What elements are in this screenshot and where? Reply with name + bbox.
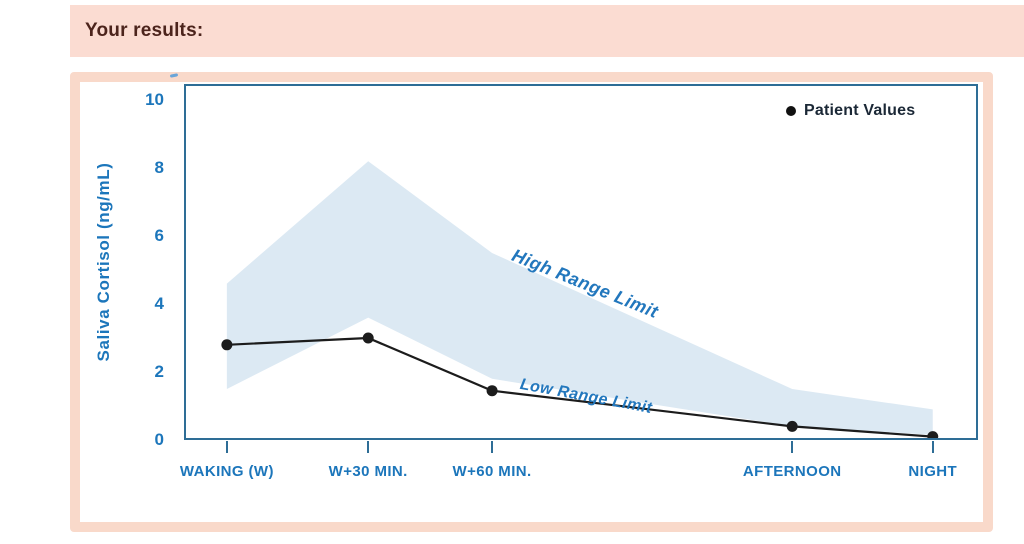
y-axis-title: Saliva Cortisol (ng/mL) — [94, 162, 113, 362]
x-tick-mark — [491, 441, 494, 453]
patient-value-point — [927, 431, 939, 440]
x-axis-label: W+60 MIN. — [452, 463, 532, 480]
results-header: Your results: — [70, 5, 1024, 57]
legend: Patient Values — [786, 102, 915, 120]
legend-label: Patient Values — [804, 102, 916, 119]
x-axis-label: WAKING (W) — [179, 463, 274, 480]
x-tick-mark — [791, 441, 794, 453]
patient-value-point — [362, 332, 374, 344]
y-tick-label-4: 4 — [154, 294, 164, 313]
patient-value-point — [486, 385, 498, 397]
x-axis-label: NIGHT — [908, 463, 958, 480]
reference-range-band — [226, 161, 933, 435]
patient-value-point — [221, 339, 233, 351]
x-tick-mark — [931, 441, 934, 453]
x-tick-mark — [225, 441, 228, 453]
patient-value-point — [786, 420, 798, 432]
plot-border — [184, 84, 978, 440]
y-tick-label-6: 6 — [154, 226, 164, 245]
patient-values-marker-icon — [786, 106, 796, 116]
x-tick-mark — [367, 441, 370, 453]
cortisol-range-chart — [184, 84, 978, 440]
y-tick-label-2: 2 — [154, 362, 164, 381]
x-axis-label: W+30 MIN. — [328, 463, 408, 480]
y-tick-label-10: 10 — [145, 90, 164, 109]
results-header-title: Your results: — [85, 20, 204, 41]
y-tick-label-8: 8 — [154, 158, 164, 177]
y-tick-label-0: 0 — [154, 430, 164, 449]
x-axis-label: AFTERNOON — [742, 463, 842, 480]
